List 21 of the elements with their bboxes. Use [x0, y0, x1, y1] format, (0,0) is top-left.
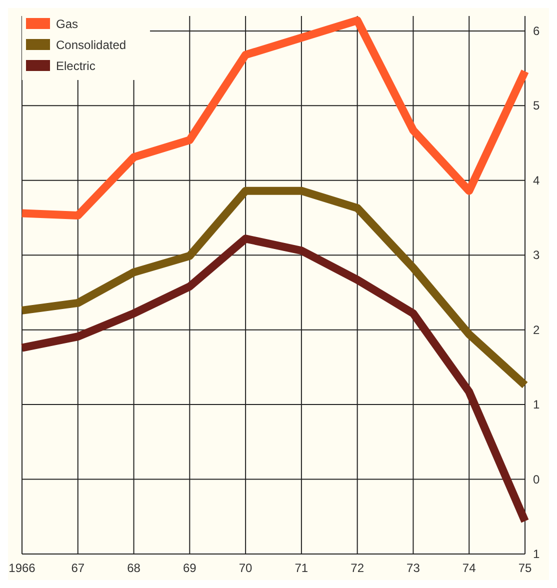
x-tick-label: 73 — [406, 561, 420, 575]
x-tick-label: 67 — [71, 561, 85, 575]
legend-label: Consolidated — [56, 38, 126, 52]
y-tick-label: 5 — [533, 98, 540, 113]
legend-label: Electric — [56, 59, 96, 73]
y-tick-label: 1 — [533, 398, 540, 412]
x-tick-label: 68 — [127, 561, 141, 575]
x-tick-label: 75 — [518, 561, 532, 575]
x-tick-label: 1966 — [8, 561, 36, 575]
y-tick-label: 3 — [533, 248, 540, 262]
legend-label: Gas — [56, 17, 78, 31]
x-tick-label: 69 — [182, 561, 197, 575]
y-tick-label: 2 — [533, 322, 540, 337]
x-tick-label: 70 — [238, 561, 253, 575]
y-tick-label: 6 — [533, 24, 540, 38]
x-tick-label: 74 — [462, 561, 476, 575]
y-tick-label: 0 — [533, 472, 540, 486]
y-tick-label: 1 — [533, 547, 540, 561]
y-tick-label: 4 — [533, 173, 540, 188]
x-tick-label: 72 — [350, 561, 364, 575]
x-tick-label: 71 — [294, 561, 308, 575]
